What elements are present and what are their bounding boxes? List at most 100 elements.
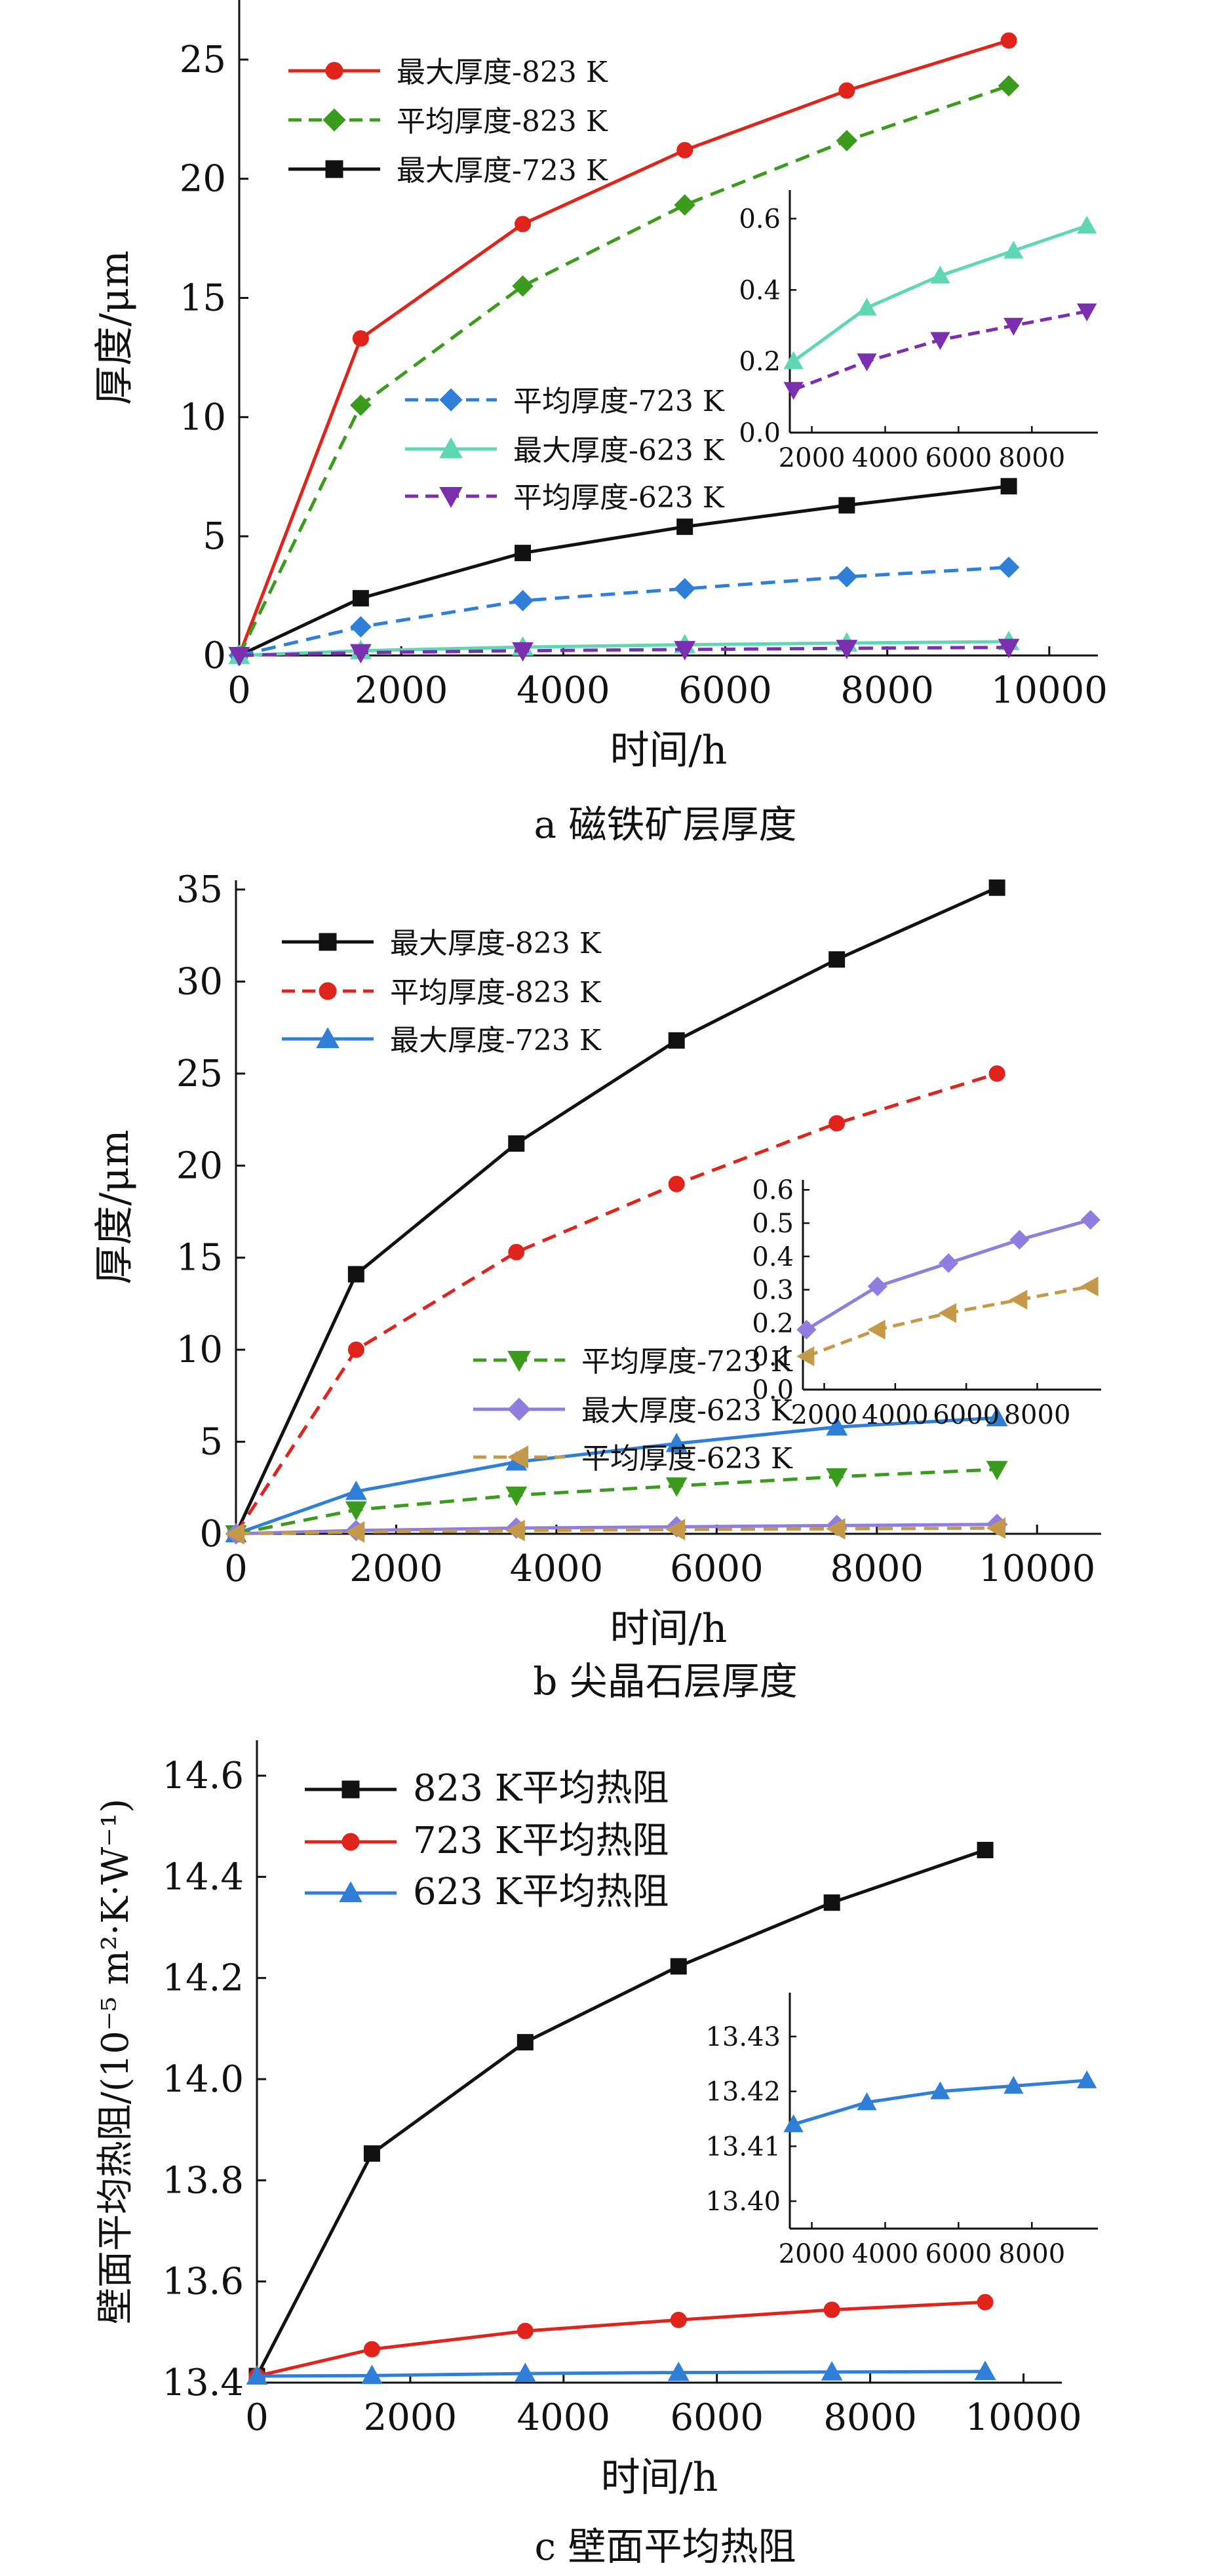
inset-y-tick-label: 0.0 <box>739 418 781 448</box>
legend-entry: 平均厚度-723 K <box>473 1345 793 1378</box>
data-point <box>828 951 846 968</box>
caption-c: c 壁面平均热阻 <box>535 2524 796 2569</box>
inset-x-tick-label: 6000 <box>933 1400 1000 1430</box>
legend-entry: 最大厚度-623 K <box>405 434 725 467</box>
data-point <box>1000 478 1017 495</box>
inset-data-point <box>1003 241 1024 259</box>
y-tick-label: 20 <box>180 158 226 201</box>
series-5 <box>228 638 1020 667</box>
data-point <box>665 1519 686 1540</box>
caption-a: a 磁铁矿层厚度 <box>534 802 796 847</box>
legend-label: 最大厚度-823 K <box>397 56 608 89</box>
legend-entry: 最大厚度-623 K <box>473 1394 793 1428</box>
x-tick-label: 6000 <box>678 669 772 712</box>
inset-data-point <box>1080 1276 1099 1297</box>
y-tick-label: 5 <box>199 1421 223 1464</box>
y-tick-label: 14.4 <box>162 1856 244 1898</box>
y-tick-label: 13.6 <box>162 2261 244 2303</box>
inset-y-tick-label: 0.4 <box>752 1242 794 1272</box>
inset-data-point <box>1009 1289 1028 1310</box>
inset-data-point <box>1003 2075 1024 2094</box>
legend-marker <box>339 1881 362 1903</box>
y-tick-label: 13.4 <box>162 2362 244 2404</box>
legend-entry: 平均厚度-823 K <box>288 105 608 138</box>
panel-a: 0 2000 4000 6000 8000 100000510152025时间/h厚度/μ… <box>92 0 1108 773</box>
y-tick-label: 14.6 <box>162 1755 244 1797</box>
legend-marker <box>325 62 343 80</box>
legend-marker <box>439 388 463 412</box>
series-line <box>256 2370 986 2378</box>
series-line <box>235 1416 998 1536</box>
inset-data-point <box>930 2081 950 2099</box>
y-tick-label: 15 <box>176 1237 223 1279</box>
data-point <box>350 616 372 638</box>
data-point <box>665 1432 688 1453</box>
inset-data-point <box>938 1303 957 1323</box>
inset-data-point <box>857 353 877 372</box>
inset-data-point <box>796 1319 817 1340</box>
legend-marker <box>439 437 463 459</box>
inset-x-tick-label: 6000 <box>925 443 992 473</box>
x-tick-label: 8000 <box>830 1548 924 1590</box>
legend-entry: 最大厚度-723 K <box>288 154 608 187</box>
x-tick-label: 8000 <box>823 2396 917 2439</box>
inset-data-point <box>857 2092 877 2111</box>
series-line <box>239 646 1009 657</box>
data-point <box>974 2360 996 2381</box>
series-line <box>237 39 1009 656</box>
data-point <box>826 1517 846 1540</box>
series-line <box>235 1526 998 1536</box>
series-1 <box>248 2293 994 2385</box>
data-point <box>347 1341 364 1358</box>
inset-data-point <box>783 2114 804 2132</box>
series-0 <box>248 1841 994 2385</box>
data-point <box>246 2365 268 2385</box>
inset-chart: 2000 4000 6000 8000 13.40 13.41 13.42 13.43 <box>705 1993 1098 2269</box>
data-point <box>826 1416 848 1436</box>
inset-chart: 2000 4000 6000 8000 0.0 0.2 0.4 0.6 <box>739 190 1098 473</box>
data-point <box>512 642 534 662</box>
series-line <box>238 484 1009 657</box>
legend-label: 平均厚度-823 K <box>390 976 602 1009</box>
legend-label: 平均厚度-723 K <box>513 385 725 418</box>
data-point <box>838 82 855 99</box>
legend-label: 823 K平均热阻 <box>413 1767 669 1810</box>
inset-data-point <box>1077 303 1097 322</box>
data-point <box>516 2034 534 2051</box>
data-point <box>505 1519 525 1542</box>
legend-label: 平均厚度-823 K <box>397 105 608 138</box>
inset-data-point <box>1009 1230 1030 1250</box>
inset-data-point <box>1003 317 1024 336</box>
legend-entry: 平均厚度-723 K <box>405 385 725 418</box>
x-axis-label: 时间/h <box>610 1606 728 1652</box>
x-tick-label: 6000 <box>670 1548 764 1590</box>
data-point <box>988 879 1005 896</box>
series-0 <box>231 32 1017 664</box>
data-point <box>836 640 858 659</box>
series-line <box>255 1848 986 2377</box>
inset-y-tick-label: 0.6 <box>752 1175 794 1205</box>
data-point <box>676 142 693 159</box>
data-point <box>998 556 1020 578</box>
x-tick-label: 2000 <box>364 2396 458 2439</box>
data-point <box>512 590 534 612</box>
data-point <box>360 2364 383 2385</box>
data-point <box>352 330 369 347</box>
inset-series-line <box>806 1285 1091 1358</box>
legend-entry: 平均厚度-823 K <box>282 976 602 1009</box>
series-2 <box>246 2360 996 2385</box>
inset-data-point <box>930 332 950 350</box>
data-point <box>670 2311 687 2328</box>
data-point <box>345 1480 367 1500</box>
inset-series-1 <box>783 303 1097 400</box>
legend-label: 723 K平均热阻 <box>413 1820 669 1862</box>
inset-data-point <box>857 298 877 316</box>
data-point <box>828 1115 846 1132</box>
y-tick-label: 35 <box>176 868 223 911</box>
y-tick-label: 14.0 <box>162 2058 244 2101</box>
data-point <box>977 2293 994 2311</box>
data-point <box>668 1175 685 1192</box>
x-tick-label: 10000 <box>991 669 1108 712</box>
data-point <box>347 1266 364 1283</box>
data-point <box>514 2362 536 2383</box>
